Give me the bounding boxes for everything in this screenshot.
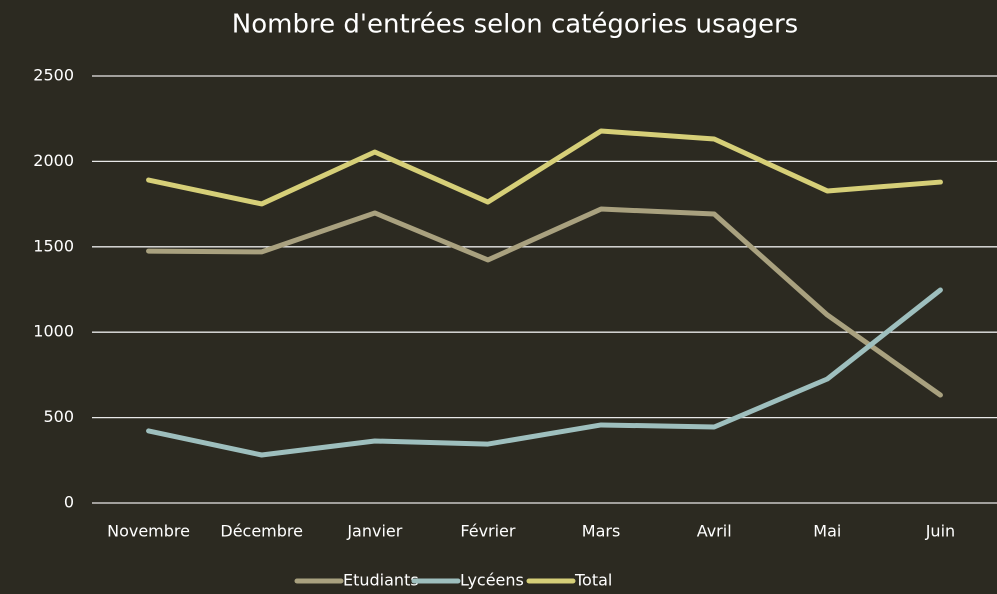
y-tick-label: 500 (43, 407, 74, 426)
x-tick-label: Juin (925, 522, 955, 541)
legend-label: Etudiants (343, 571, 419, 590)
x-tick-label: Avril (697, 522, 732, 541)
y-tick-label: 0 (64, 493, 74, 512)
series-line (146, 287, 943, 458)
legend-label: Lycéens (460, 571, 524, 590)
series-line (146, 206, 943, 398)
x-tick-label: Mai (813, 522, 841, 541)
x-tick-label: Janvier (346, 522, 402, 541)
chart-title: Nombre d'entrées selon catégories usager… (232, 10, 798, 40)
series-line (146, 128, 943, 207)
x-tick-label: Décembre (220, 522, 303, 541)
y-tick-label: 1500 (33, 236, 74, 255)
y-tick-label: 1000 (33, 322, 74, 341)
legend-label: Total (574, 571, 612, 590)
y-tick-label: 2000 (33, 151, 74, 170)
x-tick-label: Février (460, 522, 516, 541)
x-tick-label: Novembre (107, 522, 190, 541)
y-tick-label: 2500 (33, 66, 74, 85)
x-tick-label: Mars (582, 522, 621, 541)
